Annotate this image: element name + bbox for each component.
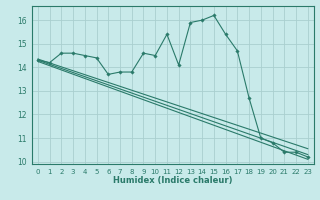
X-axis label: Humidex (Indice chaleur): Humidex (Indice chaleur) bbox=[113, 176, 233, 185]
